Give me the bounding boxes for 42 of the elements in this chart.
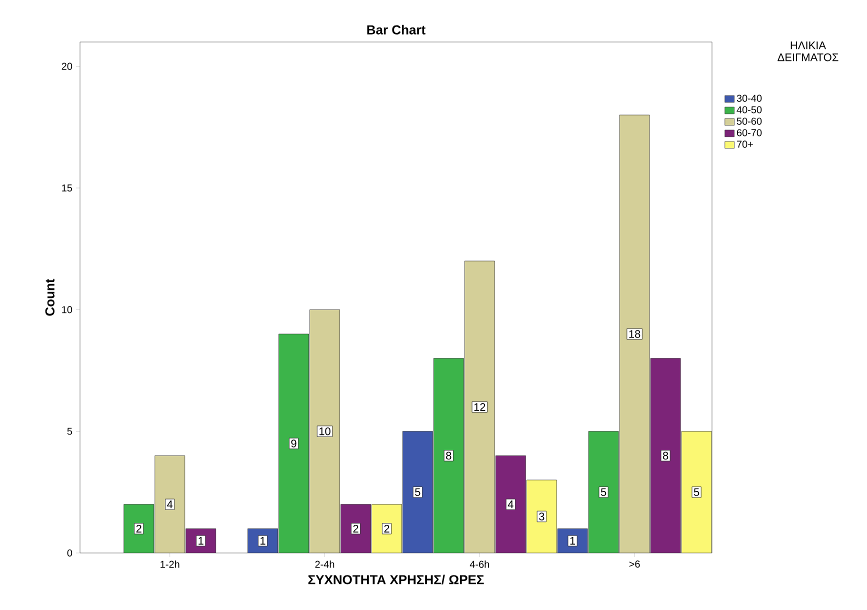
bar — [526, 480, 557, 553]
data-label: 1 — [570, 537, 576, 545]
bar — [340, 504, 371, 553]
bar — [372, 504, 402, 553]
data-label: 3 — [539, 512, 544, 520]
x-tick-label: 2-4h — [315, 560, 334, 568]
data-label: 4 — [167, 500, 173, 508]
data-label: 5 — [694, 488, 700, 496]
legend-label: 60-70 — [736, 129, 762, 136]
data-label: 1 — [198, 537, 204, 545]
legend-title: ΗΛΙΚΙΑ ΔΕΙΓΜΑΤΟΣ — [778, 42, 838, 62]
legend-label: 40-50 — [736, 106, 762, 114]
data-label: 8 — [446, 452, 452, 460]
y-axis-title: Count — [45, 278, 54, 316]
y-tick-label: 15 — [62, 184, 72, 192]
bar — [650, 358, 681, 553]
bar — [681, 431, 712, 553]
data-label: 9 — [291, 440, 296, 448]
chart-title: Bar Chart — [367, 24, 426, 34]
x-tick-label: >6 — [629, 560, 640, 568]
legend-label: 50-60 — [736, 118, 762, 125]
x-tick-label: 1-2h — [160, 560, 180, 568]
x-tick-label: 4-6h — [470, 560, 489, 568]
data-label: 2 — [136, 524, 142, 532]
data-label: 12 — [474, 403, 486, 411]
data-label: 1 — [260, 537, 266, 545]
data-label: 2 — [353, 524, 358, 532]
y-tick-label: 10 — [62, 306, 72, 314]
y-tick-label: 5 — [67, 428, 72, 435]
legend-label: 70+ — [736, 140, 753, 148]
y-tick-label: 20 — [62, 62, 72, 70]
x-axis-title: ΣΥΧΝΟΤΗΤΑ ΧΡΗΣΗΣ/ ΩΡΕΣ — [308, 574, 484, 584]
bar — [495, 455, 526, 553]
data-label: 2 — [384, 524, 390, 532]
data-label: 5 — [600, 488, 606, 496]
y-tick-label: 0 — [67, 549, 72, 557]
data-label: 10 — [319, 427, 330, 436]
data-label: 5 — [415, 488, 420, 496]
data-label: 4 — [508, 500, 514, 508]
data-label: 18 — [629, 330, 640, 338]
data-label: 8 — [662, 452, 668, 460]
legend-label: 30-40 — [736, 94, 762, 102]
